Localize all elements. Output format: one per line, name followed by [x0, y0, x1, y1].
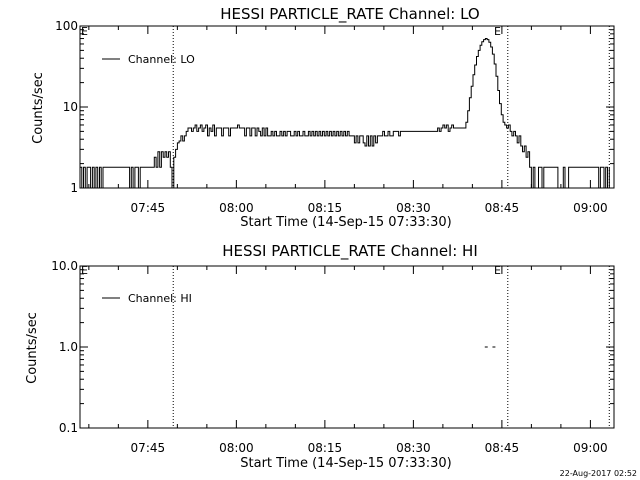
chart-title: HESSI PARTICLE_RATE Channel: LO	[220, 5, 479, 24]
y-tick-label: 1.0	[59, 340, 78, 354]
chart-panel-hi: HESSI PARTICLE_RATE Channel: HI Start Ti…	[25, 242, 615, 471]
x-tick-label: 09:00	[573, 441, 608, 455]
y-tick-label: 0.1	[59, 421, 78, 435]
e-marker-end: E	[494, 25, 501, 38]
x-axis-label: Start Time (14-Sep-15 07:33:30)	[240, 456, 451, 471]
x-tick-label: 08:15	[308, 201, 343, 215]
x-tick-label: 08:00	[219, 441, 254, 455]
x-tick-label: 07:45	[131, 201, 166, 215]
e-marker-start: E	[81, 25, 88, 38]
x-tick-label: 09:00	[573, 201, 608, 215]
x-tick-label: 08:00	[219, 201, 254, 215]
x-tick-label: 08:15	[308, 441, 343, 455]
x-tick-label: 07:45	[131, 441, 166, 455]
x-tick-label: 08:45	[485, 441, 520, 455]
x-tick-label: 08:30	[396, 201, 431, 215]
timestamp: 22-Aug-2017 02:52	[560, 469, 637, 478]
e-marker-end: E	[494, 264, 501, 277]
x-axis-label: Start Time (14-Sep-15 07:33:30)	[240, 215, 451, 230]
y-tick-label: 10	[63, 100, 78, 114]
y-tick-label: 100	[55, 19, 78, 33]
chart-title: HESSI PARTICLE_RATE Channel: HI	[222, 242, 478, 261]
e-marker-start: E	[81, 264, 88, 277]
y-tick-label: 1	[70, 181, 78, 195]
chart-panel-lo: HESSI PARTICLE_RATE Channel: LO Start Ti…	[31, 5, 615, 230]
y-tick-label: 10.0	[51, 259, 78, 273]
series-line-channel-lo	[80, 38, 610, 189]
legend-label: Channel: HI	[128, 292, 192, 305]
plot-frame	[79, 265, 615, 429]
legend-label: Channel: LO	[128, 53, 195, 66]
x-tick-label: 08:45	[485, 201, 520, 215]
y-axis-label: Counts/sec	[31, 72, 46, 144]
y-axis-label: Counts/sec	[25, 312, 40, 384]
x-tick-label: 08:30	[396, 441, 431, 455]
